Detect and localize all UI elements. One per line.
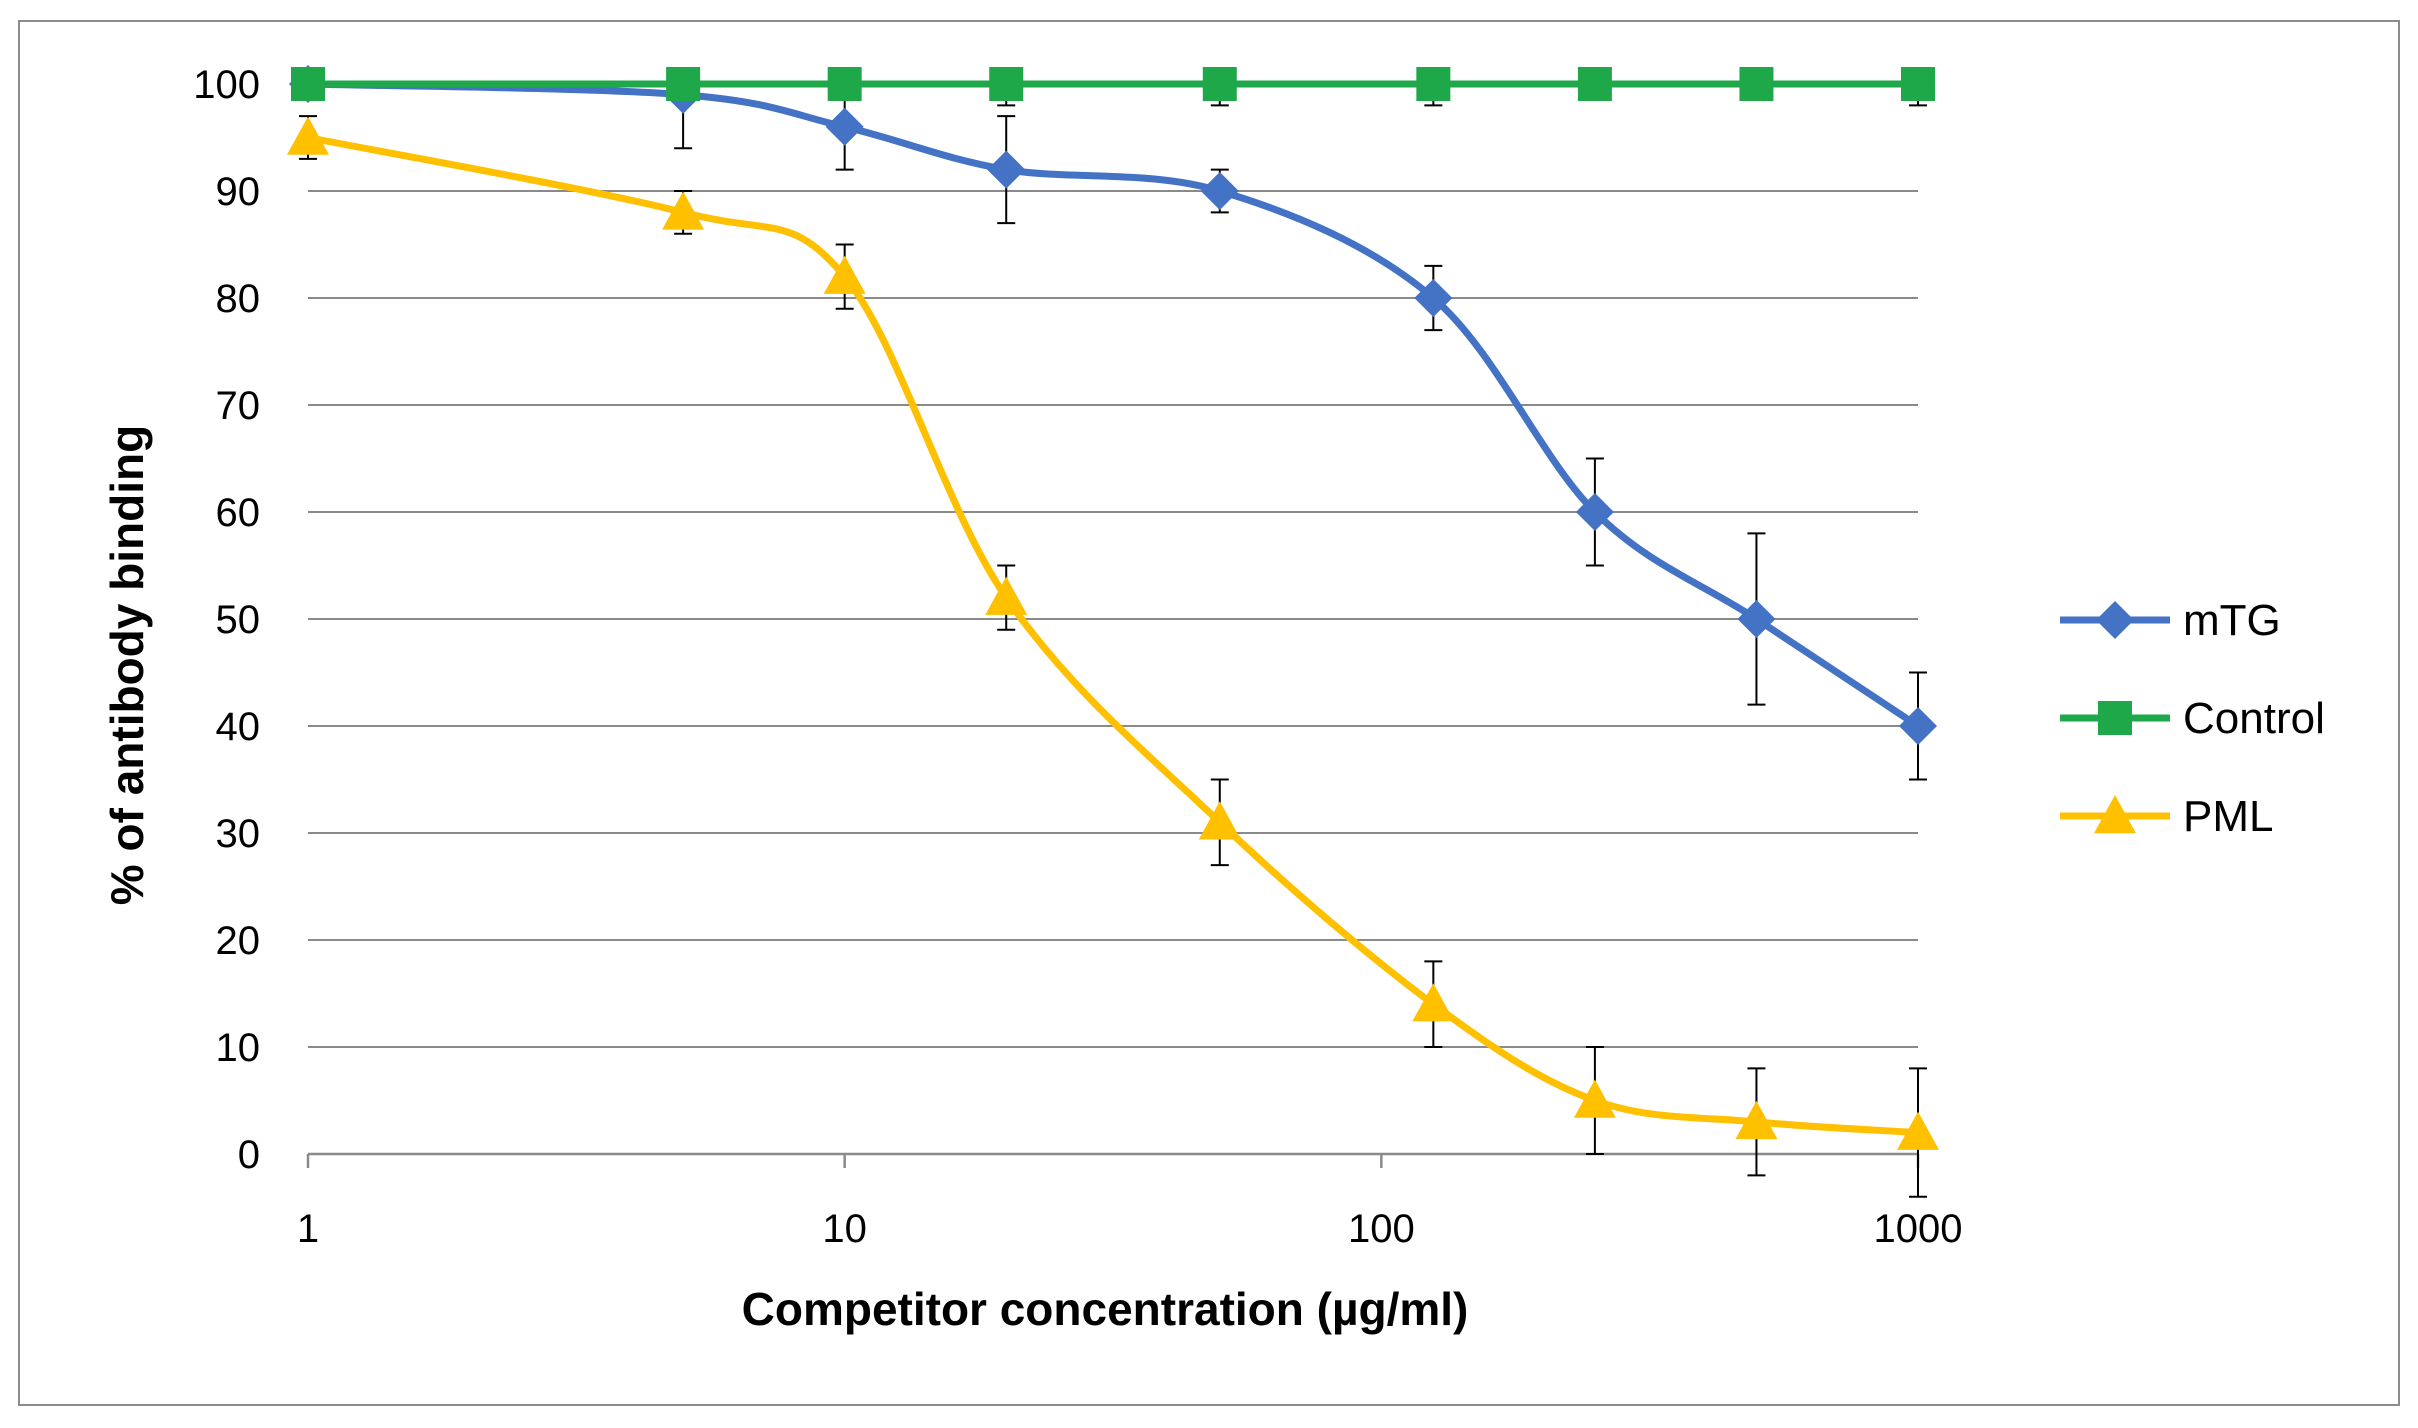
control-data-point [1739,67,1774,101]
x-tick-label-100: 100 [1348,1207,1415,1251]
mtg-data-point [825,107,864,146]
legend-marker-mtg [2096,601,2134,639]
y-tick-label-0: 0 [238,1133,260,1177]
pml-data-point [823,255,866,294]
y-tick-label-20: 20 [216,919,261,963]
legend-marker-control [2098,701,2132,735]
control-data-point [1901,67,1935,101]
y-tick-label-30: 30 [216,812,261,856]
pml-data-point [1198,801,1241,840]
control-data-point [827,67,862,101]
y-axis-title: % of antibody binding [101,425,153,905]
legend-item-mtg: mTG [2060,596,2281,645]
pml-data-point [287,116,329,155]
y-tick-label-70: 70 [216,384,261,428]
legend-marker-pml [2094,795,2136,834]
y-tick-label-40: 40 [216,705,261,749]
mtg-data-point [987,150,1026,189]
y-tick-label-60: 60 [216,491,261,535]
legend-item-control: Control [2060,694,2325,743]
chart-frame [18,20,2400,1406]
control-data-point [1416,67,1451,101]
y-tick-label-80: 80 [216,277,261,321]
pml-series-line [304,134,1922,1137]
legend-label-mtg: mTG [2183,596,2281,645]
x-tick-label-10: 10 [822,1207,867,1251]
pml-data-point [985,576,1028,615]
control-data-point [291,67,325,101]
mtg-data-point [1200,172,1239,210]
x-tick-label-1: 1 [297,1207,319,1251]
control-data-point [666,67,701,101]
control-data-point [1577,67,1612,101]
pml-data-point [1412,983,1455,1022]
pml-data-point [1573,1079,1616,1118]
y-tick-label-90: 90 [216,170,261,214]
mtg-data-point [1737,600,1776,638]
y-tick-label-100: 100 [193,63,260,107]
legend-item-pml: PML [2060,792,2273,841]
mtg-data-point [1575,493,1614,531]
pml-data-point [1735,1100,1778,1140]
x-tick-label-1000: 1000 [1874,1207,1963,1251]
legend-label-control: Control [2183,694,2325,743]
control-data-point [989,67,1024,101]
pml-data-point [1897,1111,1939,1150]
legend-label-pml: PML [2183,792,2273,841]
x-axis-title: Competitor concentration (µg/ml) [742,1283,1469,1335]
mtg-data-point [1414,279,1453,317]
mtg-data-point [1899,707,1937,745]
pml-data-point [662,191,705,230]
y-tick-label-10: 10 [216,1026,261,1070]
control-data-point [1202,67,1237,101]
y-tick-label-50: 50 [216,598,261,642]
